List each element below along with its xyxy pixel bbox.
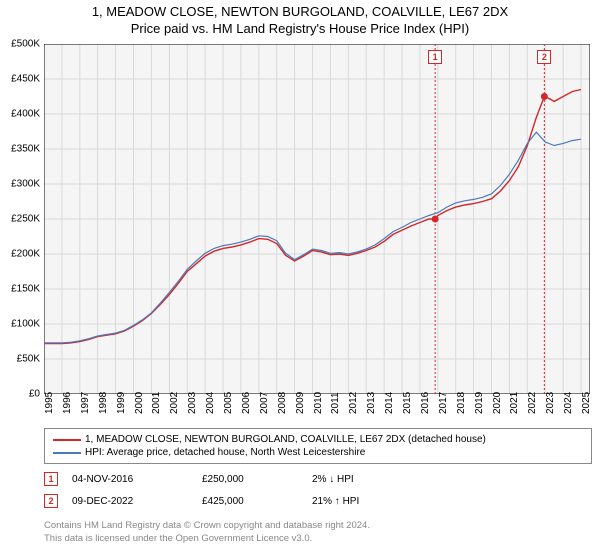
y-tick-label: £500K <box>11 39 40 50</box>
y-tick-label: £150K <box>11 284 40 295</box>
x-tick-label: 1999 <box>116 392 127 414</box>
x-tick-label: 2000 <box>134 392 145 414</box>
x-tick-label: 2007 <box>259 392 270 414</box>
x-tick-label: 2017 <box>438 392 449 414</box>
x-tick-label: 2005 <box>223 392 234 414</box>
sale-price: £250,000 <box>202 474 312 485</box>
y-tick-label: £200K <box>11 249 40 260</box>
x-tick-label: 2009 <box>295 392 306 414</box>
legend-box: 1, MEADOW CLOSE, NEWTON BURGOLAND, COALV… <box>44 428 592 464</box>
legend-row: HPI: Average price, detached house, Nort… <box>53 446 583 459</box>
footer-attribution: Contains HM Land Registry data © Crown c… <box>44 520 370 546</box>
x-tick-label: 2006 <box>241 392 252 414</box>
chart-svg <box>44 44 590 394</box>
sale-marker-badge: 1 <box>44 472 58 486</box>
x-tick-label: 1996 <box>62 392 73 414</box>
x-tick-label: 2021 <box>509 392 520 414</box>
x-tick-label: 2002 <box>169 392 180 414</box>
sale-row: 2 09-DEC-2022£425,00021% ↑ HPI <box>44 490 592 512</box>
sale-row: 1 04-NOV-2016£250,0002% ↓ HPI <box>44 468 592 490</box>
x-tick-label: 2004 <box>205 392 216 414</box>
chart-area: £0£50K£100K£150K£200K£250K£300K£350K£400… <box>44 44 590 394</box>
title-block: 1, MEADOW CLOSE, NEWTON BURGOLAND, COALV… <box>0 0 600 36</box>
legend-label: HPI: Average price, detached house, Nort… <box>85 447 365 458</box>
sale-marker-2: 2 <box>537 50 551 64</box>
y-tick-label: £300K <box>11 179 40 190</box>
legend-swatch <box>53 439 81 441</box>
chart-subtitle: Price paid vs. HM Land Registry's House … <box>0 21 600 36</box>
chart-container: 1, MEADOW CLOSE, NEWTON BURGOLAND, COALV… <box>0 0 600 560</box>
y-tick-label: £100K <box>11 319 40 330</box>
y-axis-ticks: £0£50K£100K£150K£200K£250K£300K£350K£400… <box>0 44 42 394</box>
x-tick-label: 2019 <box>474 392 485 414</box>
legend-label: 1, MEADOW CLOSE, NEWTON BURGOLAND, COALV… <box>85 434 486 445</box>
x-tick-label: 2016 <box>420 392 431 414</box>
x-tick-label: 2024 <box>563 392 574 414</box>
x-tick-label: 2008 <box>277 392 288 414</box>
y-tick-label: £50K <box>17 354 40 365</box>
y-tick-label: £450K <box>11 74 40 85</box>
x-tick-label: 2013 <box>366 392 377 414</box>
x-tick-label: 2023 <box>545 392 556 414</box>
y-tick-label: £250K <box>11 214 40 225</box>
x-tick-label: 2012 <box>348 392 359 414</box>
sale-date: 09-DEC-2022 <box>72 496 202 507</box>
y-tick-label: £350K <box>11 144 40 155</box>
footer-line1: Contains HM Land Registry data © Crown c… <box>44 520 370 533</box>
x-tick-label: 2011 <box>330 392 341 414</box>
x-tick-label: 1997 <box>80 392 91 414</box>
x-tick-label: 1998 <box>98 392 109 414</box>
x-tick-label: 2014 <box>384 392 395 414</box>
sales-table: 1 04-NOV-2016£250,0002% ↓ HPI 2 09-DEC-2022… <box>44 468 592 512</box>
x-tick-label: 2025 <box>581 392 592 414</box>
x-tick-label: 2003 <box>187 392 198 414</box>
x-tick-label: 2001 <box>151 392 162 414</box>
y-tick-label: £400K <box>11 109 40 120</box>
chart-title: 1, MEADOW CLOSE, NEWTON BURGOLAND, COALV… <box>0 4 600 19</box>
sale-marker-badge: 2 <box>44 494 58 508</box>
y-tick-label: £0 <box>29 389 40 400</box>
x-tick-label: 2022 <box>527 392 538 414</box>
sale-marker-1: 1 <box>428 50 442 64</box>
x-tick-label: 2020 <box>492 392 503 414</box>
x-tick-label: 2015 <box>402 392 413 414</box>
sale-date: 04-NOV-2016 <box>72 474 202 485</box>
sale-price: £425,000 <box>202 496 312 507</box>
sale-diff: 2% ↓ HPI <box>312 474 422 485</box>
sale-diff: 21% ↑ HPI <box>312 496 422 507</box>
x-tick-label: 1995 <box>44 392 55 414</box>
legend-swatch <box>53 452 81 454</box>
footer-line2: This data is licensed under the Open Gov… <box>44 533 370 546</box>
legend-row: 1, MEADOW CLOSE, NEWTON BURGOLAND, COALV… <box>53 433 583 446</box>
x-tick-label: 2018 <box>456 392 467 414</box>
x-tick-label: 2010 <box>313 392 324 414</box>
